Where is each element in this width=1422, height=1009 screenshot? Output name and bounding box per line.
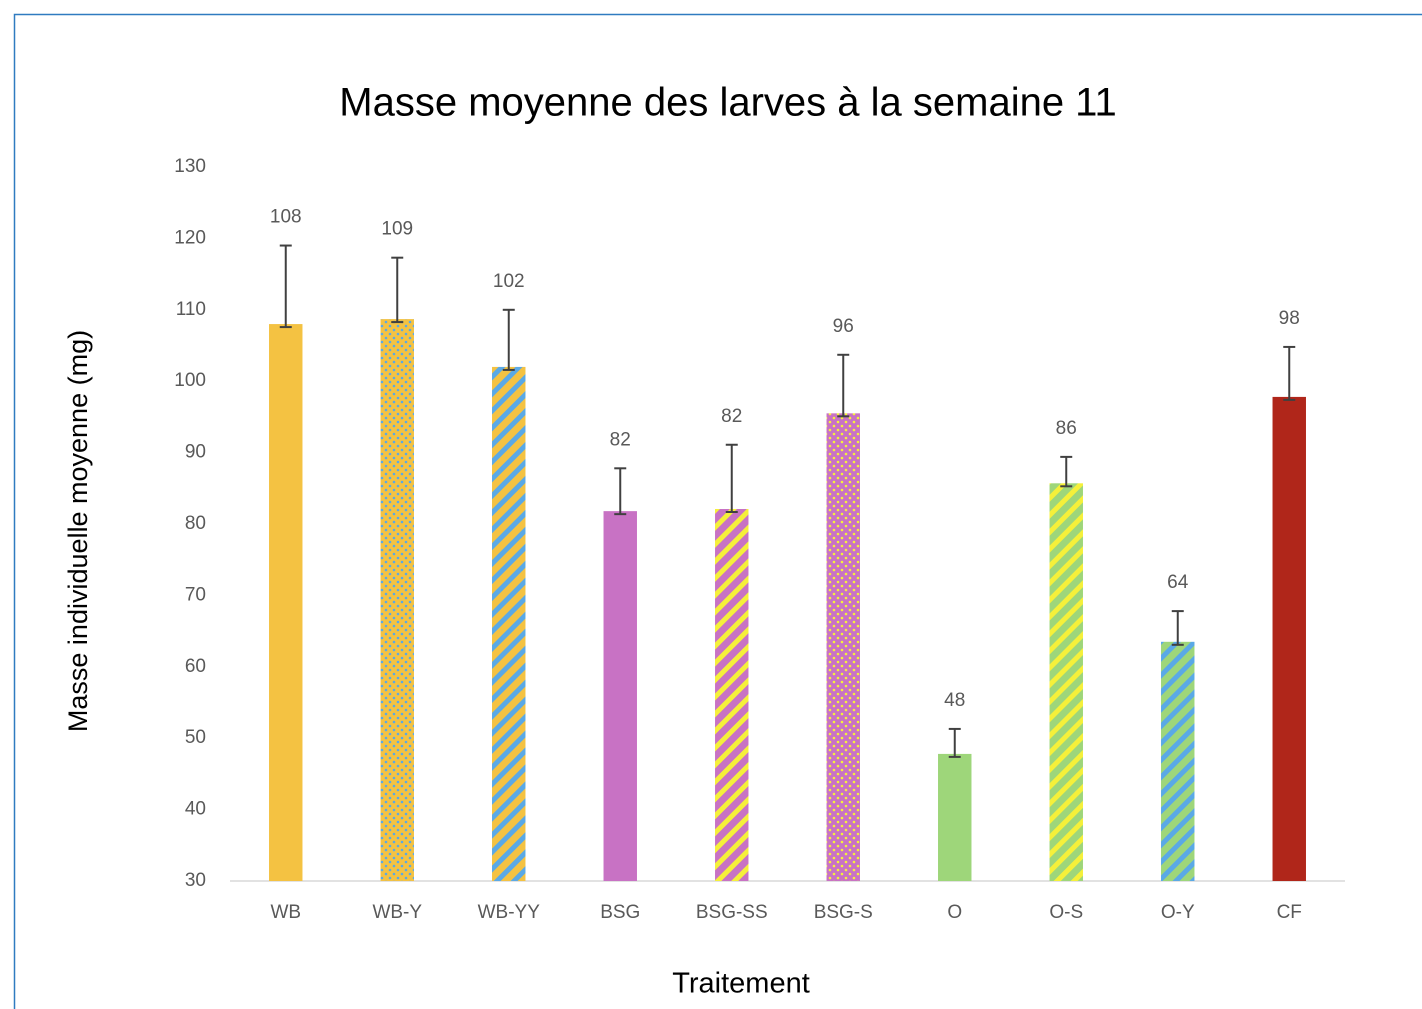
- x-tick-label: BSG-S: [814, 902, 873, 923]
- x-tick-label: BSG: [600, 902, 640, 923]
- x-tick-label: O: [947, 902, 962, 923]
- y-axis-label: Masse individuelle moyenne (mg): [63, 330, 93, 732]
- data-label: 48: [944, 690, 965, 711]
- data-label: 82: [721, 406, 742, 427]
- x-tick-label: CF: [1277, 902, 1302, 923]
- bar: [1161, 641, 1195, 881]
- y-tick-label: 80: [185, 513, 206, 534]
- bar: [603, 511, 637, 881]
- y-tick-label: 40: [185, 799, 206, 820]
- x-axis-label: Traitement: [672, 968, 810, 1000]
- data-label: 98: [1279, 308, 1300, 329]
- x-tick-label: BSG-SS: [696, 902, 768, 923]
- bar: [715, 509, 749, 881]
- data-label: 82: [610, 429, 631, 450]
- bar: [269, 324, 303, 882]
- x-tick-label: WB-Y: [372, 902, 422, 923]
- bar: [492, 366, 526, 881]
- bar: [380, 319, 414, 881]
- data-label: 109: [381, 219, 413, 240]
- y-tick-label: 130: [174, 156, 206, 177]
- y-tick-label: 90: [185, 442, 206, 463]
- x-tick-label: O-S: [1049, 902, 1083, 923]
- data-label: 102: [493, 271, 525, 292]
- data-label: 108: [270, 207, 302, 228]
- bar: [1272, 396, 1306, 881]
- data-label: 86: [1056, 418, 1077, 439]
- x-tick-label: WB-YY: [478, 902, 541, 923]
- data-label: 64: [1167, 572, 1189, 593]
- y-tick-label: 60: [185, 656, 206, 677]
- chart-border: [13, 13, 1422, 1009]
- y-tick-label: 70: [185, 584, 206, 605]
- y-tick-label: 100: [174, 370, 206, 391]
- y-tick-label: 110: [176, 299, 206, 320]
- y-tick-label: 120: [174, 227, 206, 248]
- bar: [1049, 483, 1083, 881]
- y-tick-label: 50: [185, 727, 206, 748]
- chart-title: Masse moyenne des larves à la semaine 11: [339, 81, 1116, 125]
- bar: [938, 753, 972, 881]
- bar: [826, 413, 860, 881]
- y-tick-label: 30: [185, 870, 206, 891]
- x-tick-label: WB: [270, 902, 301, 923]
- x-tick-label: O-Y: [1161, 902, 1195, 923]
- data-label: 96: [833, 316, 854, 337]
